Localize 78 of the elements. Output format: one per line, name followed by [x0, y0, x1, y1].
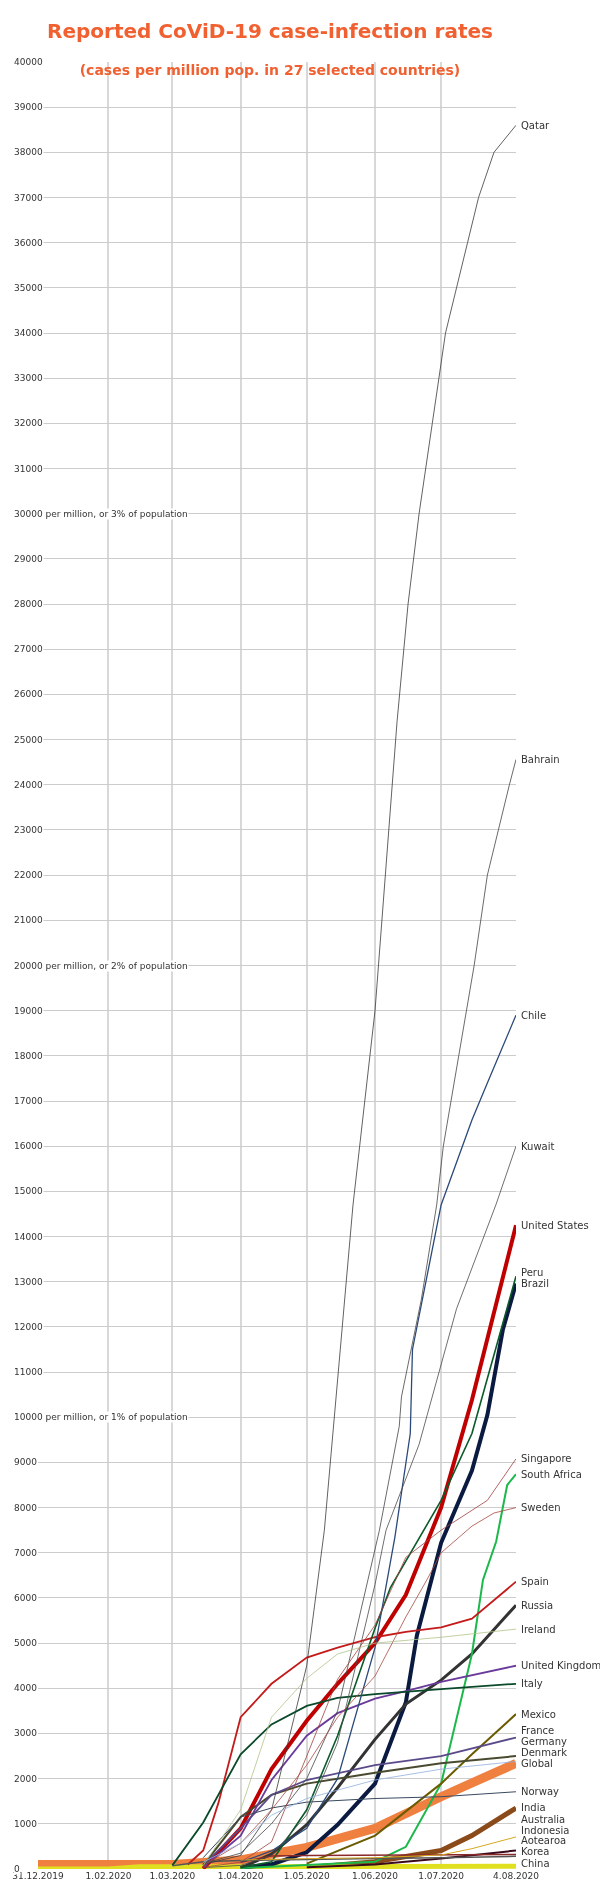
series-label: Germany [521, 1736, 568, 1747]
series-label: United Kingdom [521, 1660, 600, 1671]
series-label: Global [521, 1758, 553, 1769]
y-tick-label: 22000 [14, 870, 43, 880]
y-tick-label: 40000 [14, 57, 43, 67]
y-tick-label: 1000 [14, 1819, 38, 1829]
y-tick-label: 14000 [14, 1232, 43, 1242]
series-label: Ireland [521, 1624, 556, 1635]
y-tick-label: 34000 [14, 328, 43, 338]
y-tick-label: 19000 [14, 1006, 43, 1016]
series-label: Qatar [521, 120, 551, 131]
series-label: Spain [521, 1576, 549, 1587]
y-tick-label: 29000 [14, 554, 43, 564]
y-tick-label: 20000 per million, or 2% of population [14, 961, 188, 971]
series-label: France [521, 1725, 555, 1736]
y-tick-label: 4000 [14, 1683, 38, 1693]
y-tick-label: 16000 [14, 1141, 43, 1151]
y-tick-label: 32000 [14, 418, 43, 428]
y-tick-label: 0 [14, 1864, 20, 1874]
series-label: Kuwait [521, 1141, 555, 1152]
y-tick-label: 30000 per million, or 3% of population [14, 509, 188, 519]
x-tick-label: 1.02.2020 [85, 1871, 132, 1881]
x-tick-label: 1.03.2020 [149, 1871, 196, 1881]
series-label: Chile [521, 1010, 547, 1021]
y-tick-label: 8000 [14, 1503, 38, 1513]
y-tick-label: 12000 [14, 1322, 43, 1332]
y-tick-label: 26000 [14, 689, 43, 699]
y-tick-label: 5000 [14, 1638, 38, 1648]
y-tick-label: 36000 [14, 238, 43, 248]
series-label: Korea [521, 1846, 550, 1857]
chart-subtitle: (cases per million pop. in 27 selected countries) [79, 62, 461, 79]
y-tick-label: 11000 [14, 1367, 43, 1377]
y-tick-label: 10000 per million, or 1% of population [14, 1412, 188, 1422]
y-tick-label: 6000 [14, 1593, 38, 1603]
y-tick-label: 7000 [14, 1548, 38, 1558]
y-tick-label: 39000 [14, 102, 43, 112]
series-label: Mexico [521, 1709, 556, 1720]
series-label: United States [521, 1220, 589, 1231]
series-label: Peru [521, 1267, 544, 1278]
x-tick-label: 1.04.2020 [217, 1871, 264, 1881]
series-label: Denmark [521, 1747, 568, 1758]
y-tick-label: 27000 [14, 644, 43, 654]
y-tick-label: 35000 [14, 283, 43, 293]
series-label: South Africa [521, 1469, 582, 1480]
y-tick-label: 31000 [14, 464, 43, 474]
series-label: China [521, 1858, 550, 1869]
series-label: Singapore [521, 1453, 572, 1464]
y-tick-label: 2000 [14, 1774, 38, 1784]
series-label: Bahrain [521, 754, 560, 765]
series-label: Indonesia [521, 1825, 570, 1836]
y-tick-label: 13000 [14, 1277, 43, 1287]
series-label: Sweden [521, 1502, 561, 1513]
y-tick-label: 18000 [14, 1051, 43, 1061]
series-label: Norway [521, 1786, 560, 1797]
y-tick-label: 25000 [14, 735, 43, 745]
x-tick-label: 31.12.2019 [12, 1871, 65, 1881]
y-tick-label: 38000 [14, 147, 43, 157]
y-tick-label: 17000 [14, 1096, 43, 1106]
series-label: Italy [521, 1678, 543, 1689]
series-label: Brazil [521, 1278, 549, 1289]
y-tick-label: 3000 [14, 1728, 38, 1738]
y-tick-label: 33000 [14, 373, 43, 383]
y-tick-label: 15000 [14, 1186, 43, 1196]
y-tick-label: 21000 [14, 915, 43, 925]
y-tick-label: 23000 [14, 825, 43, 835]
x-tick-label: 1.05.2020 [283, 1871, 330, 1881]
series-label: India [521, 1802, 546, 1813]
series-label: Australia [521, 1814, 566, 1825]
series-label: Russia [521, 1600, 554, 1611]
x-tick-label: 1.07.2020 [418, 1871, 465, 1881]
x-tick-label: 1.06.2020 [352, 1871, 399, 1881]
y-tick-label: 9000 [14, 1457, 38, 1467]
y-tick-label: 37000 [14, 193, 43, 203]
x-tick-label: 4.08.2020 [493, 1871, 540, 1881]
series-label: Aotearoa [521, 1835, 567, 1846]
chart-title: Reported CoViD-19 case-infection rates [47, 19, 493, 43]
y-tick-label: 28000 [14, 599, 43, 609]
y-tick-label: 24000 [14, 780, 43, 790]
